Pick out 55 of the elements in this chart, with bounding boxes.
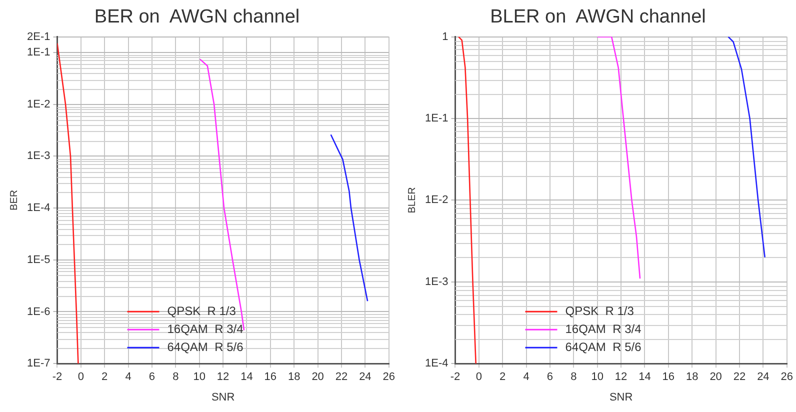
legend-label: QPSK R 1/3 [565, 304, 634, 318]
x-tick-label: 22 [335, 371, 348, 384]
y-tick-label: 1E-4 [26, 202, 50, 214]
legend-label: 16QAM R 3/4 [565, 322, 642, 336]
y-tick-label: 1E-2 [26, 98, 50, 110]
x-tick-label: 20 [710, 371, 722, 384]
y-axis-title: BER [8, 190, 20, 210]
x-tick-label: 14 [240, 371, 253, 384]
x-tick-label: 16 [264, 371, 277, 384]
y-tick-label: 1E-4 [424, 358, 448, 370]
x-tick-label: 12 [614, 371, 628, 384]
y-tick-label: 1E-2 [424, 194, 448, 206]
y-tick-label: 1E-3 [26, 150, 50, 162]
y-tick-label: 2E-1 [26, 30, 50, 43]
x-tick-label: 6 [148, 371, 156, 384]
x-tick-label: 26 [382, 371, 396, 384]
x-tick-label: 26 [780, 371, 794, 384]
x-tick-label: 12 [216, 371, 230, 384]
x-tick-label: 14 [638, 371, 651, 384]
y-tick-label: 1E-5 [26, 254, 50, 266]
x-tick-label: -2 [52, 371, 62, 384]
x-tick-label: 24 [757, 371, 770, 384]
y-tick-label: 1E-6 [26, 306, 50, 318]
x-tick-label: 0 [78, 371, 84, 384]
x-tick-label: 22 [733, 371, 746, 384]
x-axis-title: SNR [609, 391, 633, 404]
y-tick-label: 1E-1 [424, 112, 448, 125]
chart-title: BER on AWGN channel [94, 6, 300, 28]
y-tick-label: 1E-1 [26, 46, 50, 58]
x-tick-label: 2 [500, 371, 506, 384]
y-tick-label: 1E-3 [424, 276, 448, 288]
x-tick-label: 10 [193, 371, 206, 384]
legend-label: 64QAM R 5/6 [167, 340, 244, 354]
x-tick-label: 8 [172, 371, 179, 384]
x-tick-label: 18 [686, 371, 698, 384]
x-tick-label: 4 [125, 371, 132, 384]
x-tick-label: -2 [450, 371, 460, 384]
x-tick-label: 18 [288, 371, 300, 384]
x-tick-label: 16 [662, 371, 675, 384]
y-tick-label: 1 [442, 30, 448, 43]
legend-label: 16QAM R 3/4 [167, 322, 244, 336]
x-tick-label: 0 [476, 371, 482, 384]
x-tick-label: 2 [102, 371, 108, 384]
x-tick-label: 10 [591, 371, 604, 384]
x-tick-label: 24 [359, 371, 372, 384]
x-tick-label: 6 [546, 371, 554, 384]
y-tick-label: 1E-7 [26, 358, 50, 370]
x-tick-label: 8 [570, 371, 577, 384]
legend-label: 64QAM R 5/6 [565, 340, 642, 354]
x-tick-label: 20 [312, 371, 324, 384]
x-axis-title: SNR [211, 391, 235, 404]
x-tick-label: 4 [523, 371, 530, 384]
y-axis-title: BLER [406, 187, 418, 214]
chart-title: BLER on AWGN channel [490, 6, 706, 28]
legend-label: QPSK R 1/3 [167, 304, 236, 318]
